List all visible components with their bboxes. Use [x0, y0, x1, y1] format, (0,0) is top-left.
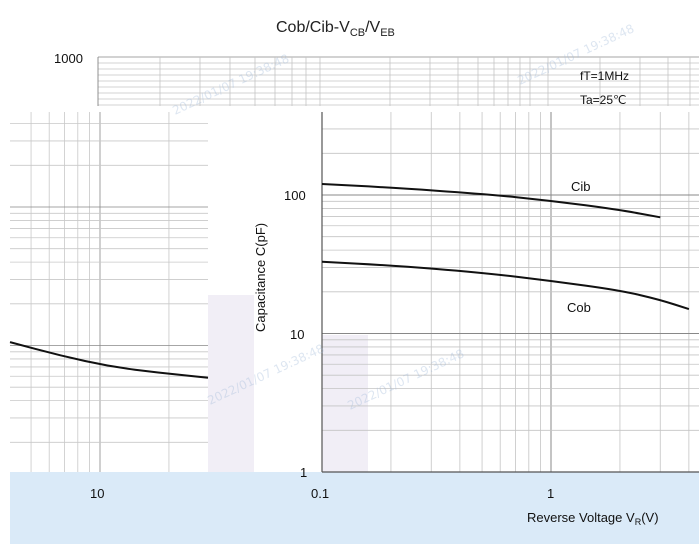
chart-title: Cob/Cib-VCB/VEB	[276, 19, 395, 39]
cob-curve	[321, 260, 690, 311]
x-axis-label: Reverse Voltage VR(V)	[527, 510, 659, 527]
x-tick-10: 10	[90, 486, 104, 501]
grid-main	[321, 112, 699, 473]
label-band-shade	[322, 335, 368, 472]
left-fragment-curve	[9, 341, 209, 379]
mask-top-strip	[10, 106, 699, 112]
plot-bg-bottom	[10, 472, 699, 544]
y-tick-1000: 1000	[54, 51, 83, 66]
y-tick-10: 10	[290, 327, 304, 342]
condition-temperature: Ta=25℃	[580, 93, 627, 107]
y-axis-label: Capacitance C(pF)	[253, 223, 268, 332]
cib-curve	[321, 183, 661, 219]
label-band	[254, 110, 322, 472]
condition-frequency: fT=1MHz	[580, 69, 629, 83]
x-tick-1: 1	[547, 486, 554, 501]
cib-series-label: Cib	[571, 179, 591, 194]
x-tick-0-1: 0.1	[311, 486, 329, 501]
y-tick-100: 100	[284, 188, 306, 203]
cob-series-label: Cob	[567, 300, 591, 315]
y-tick-1: 1	[300, 465, 307, 480]
grid-left	[10, 112, 208, 472]
gap-strip-shade	[208, 295, 254, 472]
grid-top	[97, 56, 699, 106]
